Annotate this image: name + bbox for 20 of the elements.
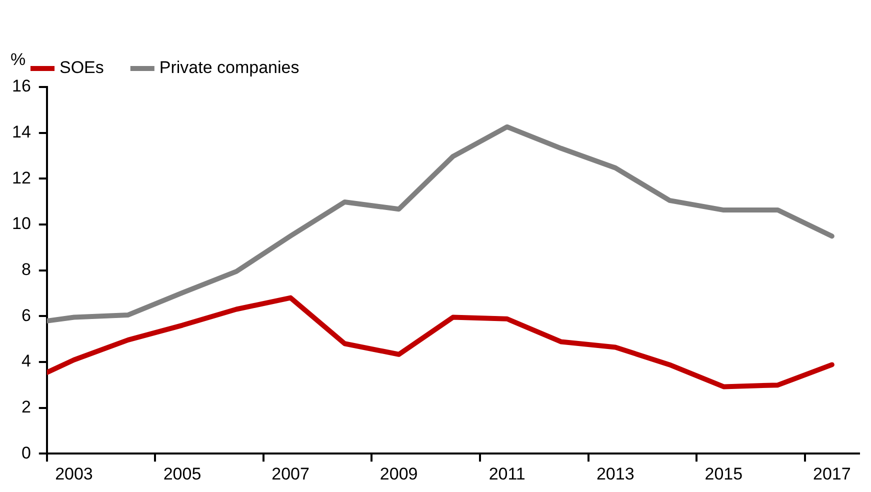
y-tick-label: 8 [21, 260, 31, 279]
x-tick-label: 2007 [272, 464, 310, 484]
y-tick-label: 2 [21, 397, 31, 416]
y-tick-label: 12 [12, 168, 31, 188]
y-tick-label: 0 [21, 443, 31, 462]
y-tick-label: 16 [12, 76, 31, 96]
legend-label: Private companies [159, 58, 300, 78]
x-tick-label: 2011 [488, 464, 526, 484]
x-tick-label: 2009 [380, 464, 418, 484]
x-tick-label: 2017 [813, 464, 851, 484]
y-axis-title: % [10, 50, 26, 70]
legend-label: SOEs [60, 58, 104, 78]
x-tick-label: 2015 [704, 464, 743, 484]
y-tick-label: 6 [21, 306, 31, 325]
x-tick-label: 2003 [55, 464, 93, 484]
x-tick-label: 2005 [163, 464, 202, 484]
y-tick-label: 10 [12, 214, 31, 234]
y-tick-label: 4 [21, 352, 31, 371]
x-tick-label: 2013 [596, 464, 634, 484]
y-tick-label: 14 [12, 122, 31, 142]
